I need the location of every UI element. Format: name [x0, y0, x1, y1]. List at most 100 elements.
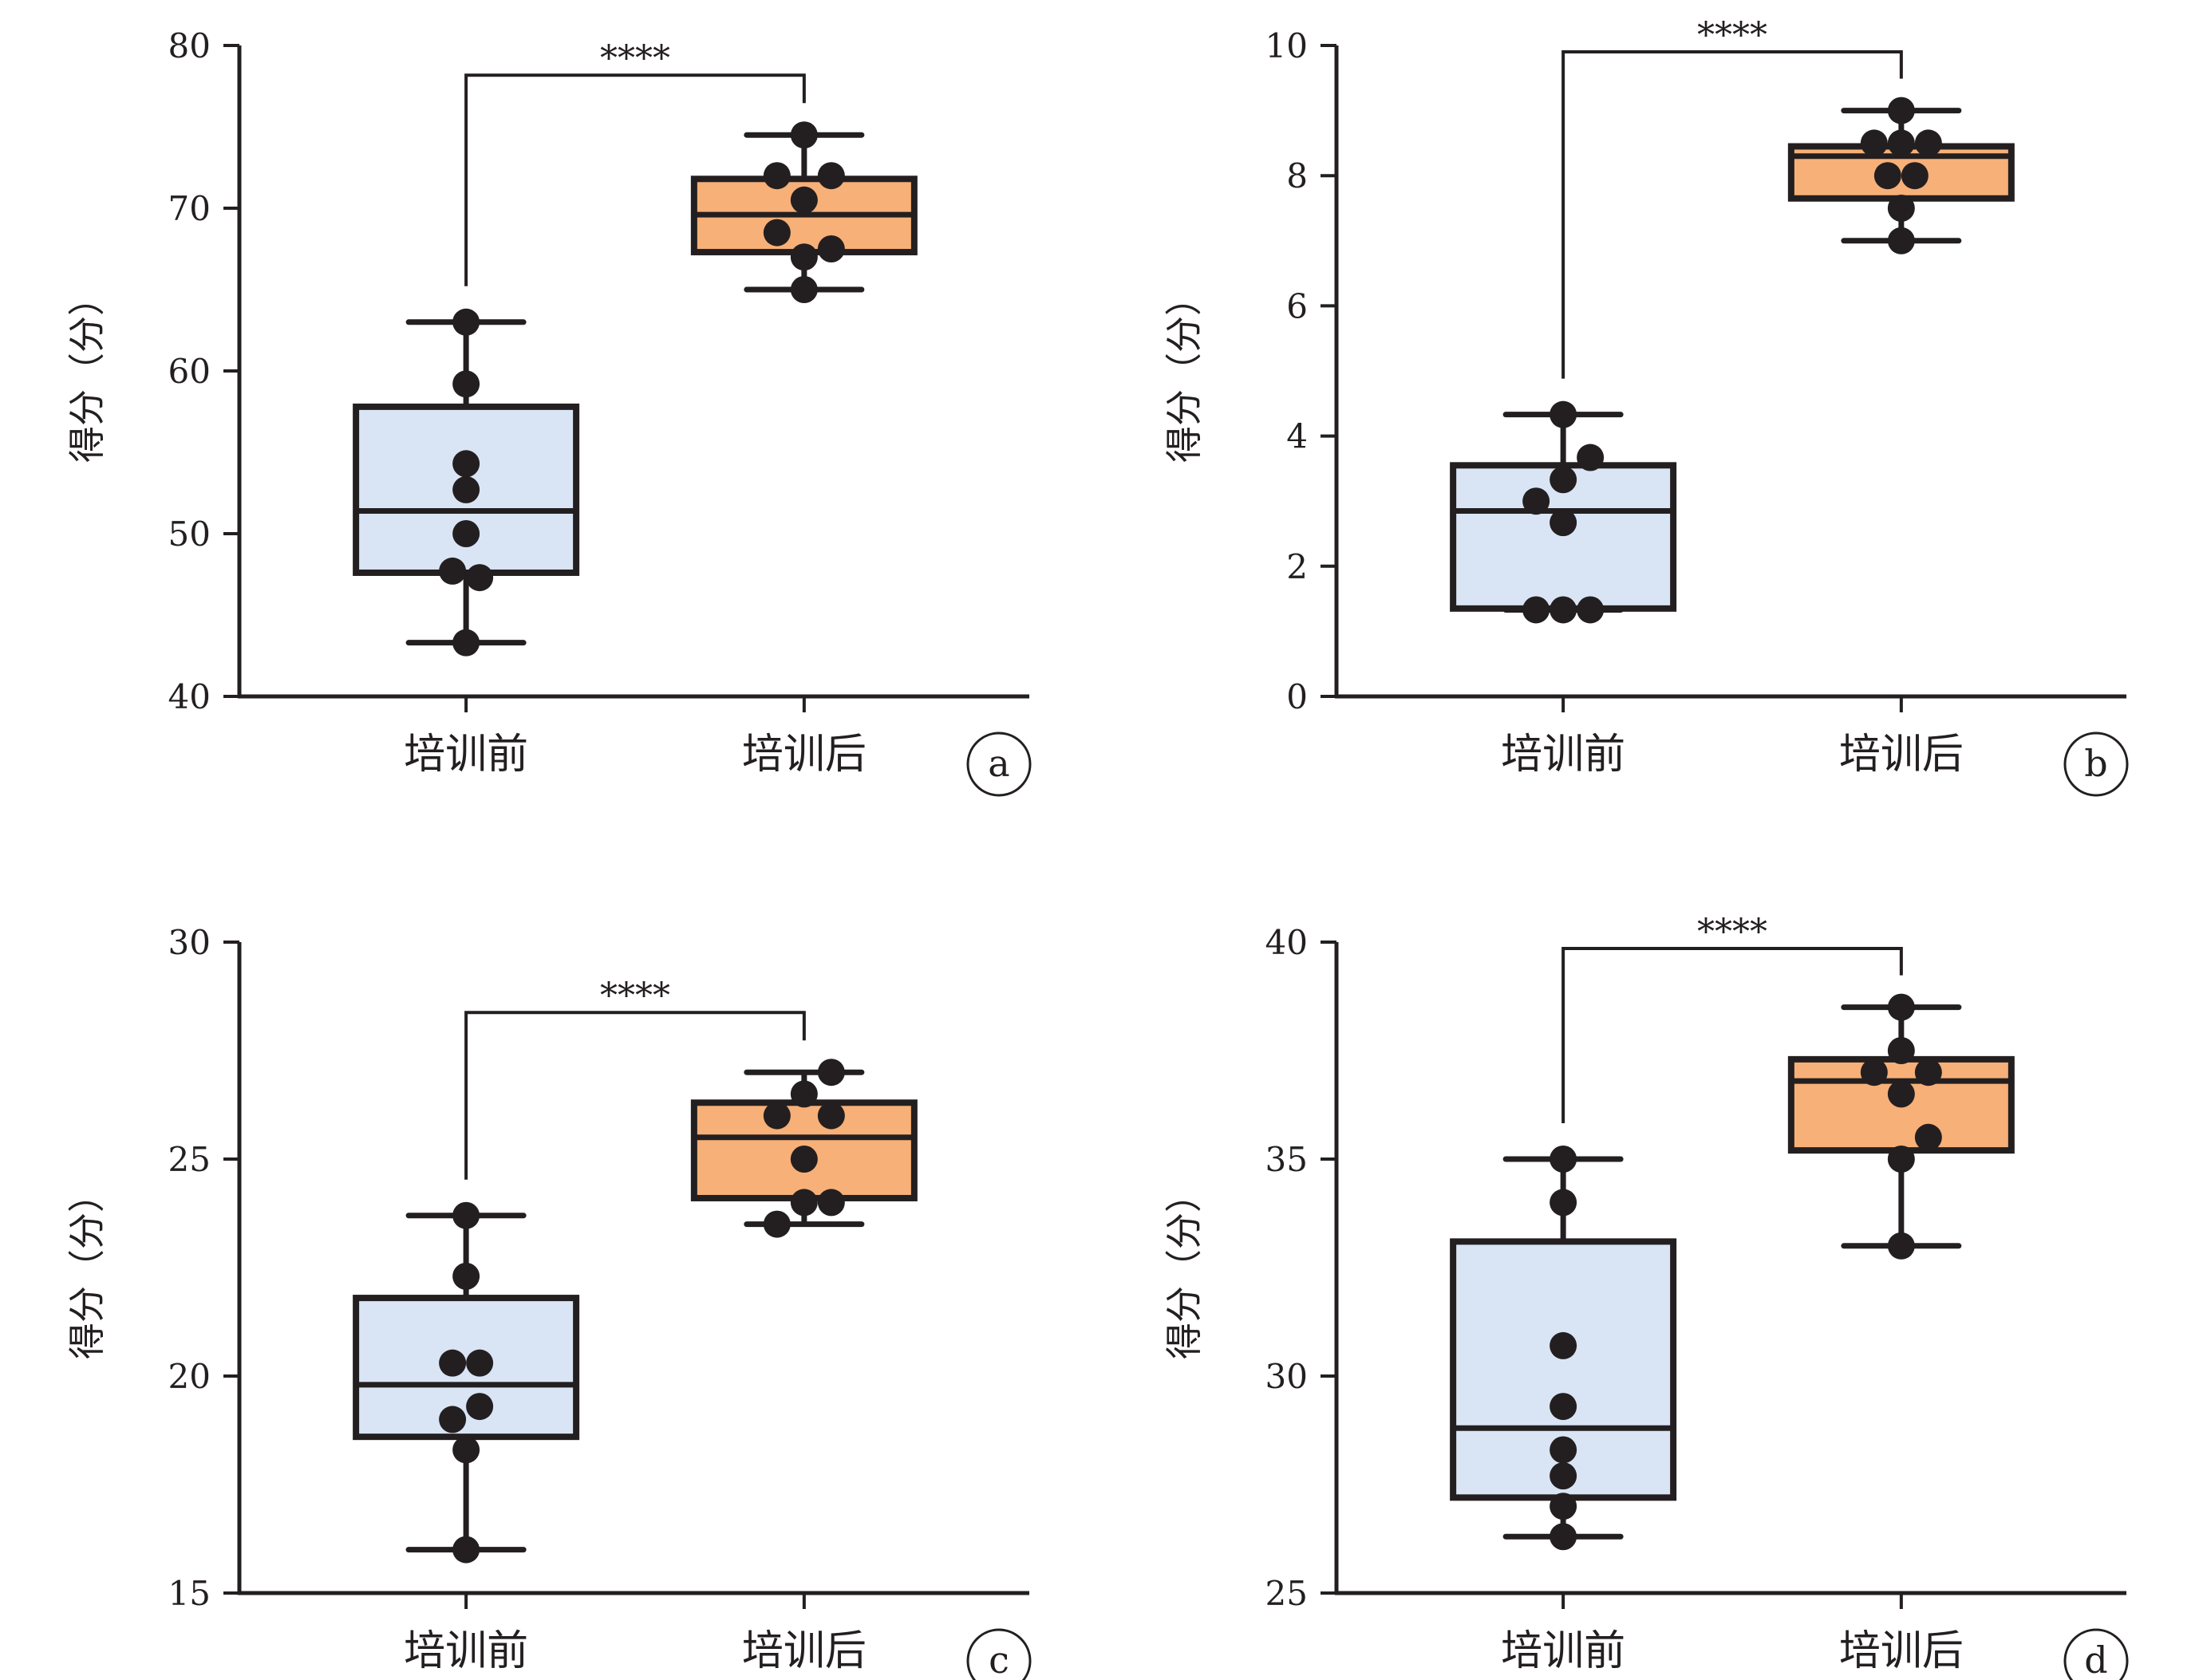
box-group-before — [353, 1201, 580, 1564]
box-group-after — [1787, 97, 2015, 254]
data-point — [817, 1189, 845, 1217]
y-tick-label: 70 — [168, 189, 211, 228]
x-tick-label: 培训前 — [1501, 1627, 1625, 1675]
box-group-before — [353, 308, 580, 657]
y-axis-title: 得分（分） — [65, 1176, 109, 1359]
data-point — [790, 1189, 818, 1217]
data-point — [466, 1393, 494, 1421]
data-point — [439, 1349, 467, 1377]
data-point — [1550, 1436, 1577, 1464]
y-tick-label: 0 — [1286, 677, 1308, 716]
data-point — [1901, 162, 1929, 190]
data-point — [1577, 444, 1605, 471]
y-tick-label: 6 — [1286, 286, 1308, 325]
data-point — [1914, 129, 1942, 157]
box-group-after — [1787, 993, 2015, 1260]
data-point — [452, 1201, 480, 1229]
data-point — [1522, 487, 1550, 515]
data-point — [1522, 596, 1550, 624]
y-tick-label: 25 — [168, 1140, 211, 1179]
data-point — [1550, 466, 1577, 494]
significance-label: **** — [600, 38, 670, 79]
panel-label: a — [988, 742, 1009, 785]
y-axis-title: 得分（分） — [65, 279, 109, 463]
box-group-after — [690, 1059, 918, 1238]
y-tick-label: 8 — [1286, 156, 1308, 195]
x-tick-label: 培训前 — [404, 1627, 528, 1675]
data-point — [790, 276, 818, 303]
x-tick-label: 培训后 — [1839, 1627, 1964, 1675]
y-tick-label: 40 — [1265, 923, 1308, 962]
significance-label: **** — [600, 976, 670, 1016]
x-tick-label: 培训后 — [742, 1627, 867, 1675]
data-point — [452, 308, 480, 336]
data-point — [1887, 1232, 1915, 1260]
significance-bracket — [464, 73, 806, 286]
data-point — [1860, 1059, 1888, 1086]
data-point — [1887, 97, 1915, 124]
data-point — [1914, 1059, 1942, 1086]
data-point — [452, 1436, 480, 1464]
panel-label-circle — [966, 732, 1032, 797]
y-tick-label: 15 — [168, 1574, 211, 1613]
x-tick-label: 培训后 — [742, 731, 867, 779]
data-point — [452, 450, 480, 478]
y-axis-title: 得分（分） — [1163, 1176, 1206, 1359]
data-point — [763, 1210, 791, 1238]
y-tick-label: 4 — [1286, 417, 1308, 456]
y-tick-label: 35 — [1265, 1140, 1308, 1179]
panel-label-circle — [966, 1628, 1032, 1680]
chart-panel-a: 40 50 60 70 80 得分（分） 培训前 培训后 **** a — [65, 26, 1032, 797]
data-point — [1887, 1080, 1915, 1108]
panel-label: b — [2084, 742, 2107, 785]
box-group-before — [1450, 400, 1677, 624]
data-point — [1550, 1331, 1577, 1359]
box — [353, 1295, 580, 1441]
y-axis-title: 得分（分） — [1163, 279, 1206, 463]
y-tick-label: 10 — [1265, 26, 1308, 65]
data-point — [1887, 1037, 1915, 1064]
data-point — [1550, 596, 1577, 624]
y-tick-label: 30 — [168, 923, 211, 962]
data-point — [763, 219, 791, 246]
data-point — [466, 1349, 494, 1377]
significance-bracket — [464, 1011, 806, 1180]
y-tick-label: 50 — [168, 515, 211, 554]
panel-label-circle — [2063, 732, 2129, 797]
y-tick-label: 80 — [168, 26, 211, 65]
data-point — [1873, 162, 1901, 190]
box-group-after — [690, 121, 918, 303]
data-point — [1550, 509, 1577, 537]
x-tick-label: 培训前 — [1501, 731, 1625, 779]
data-point — [817, 162, 845, 190]
data-point — [1550, 1462, 1577, 1490]
data-point — [790, 243, 818, 271]
significance-bracket — [1561, 50, 1903, 379]
data-point — [763, 1102, 791, 1130]
chart-panel-c: 15 20 25 30 得分（分） 培训前 培训后 **** c — [65, 923, 1032, 1680]
data-point — [1914, 1123, 1942, 1151]
data-point — [452, 520, 480, 547]
data-point — [466, 564, 494, 592]
data-point — [790, 1146, 818, 1173]
data-point — [1550, 1189, 1577, 1217]
data-point — [439, 1406, 467, 1434]
data-point — [452, 370, 480, 398]
data-point — [790, 186, 818, 214]
data-point — [790, 1080, 818, 1108]
data-point — [1550, 1493, 1577, 1520]
data-point — [1550, 1146, 1577, 1173]
data-point — [1887, 129, 1915, 157]
box-group-before — [1450, 1146, 1677, 1551]
x-tick-label: 培训前 — [404, 731, 528, 779]
panel-label: d — [2084, 1639, 2107, 1680]
chart-panel-b: 0 2 4 6 8 10 得分（分） 培训前 培训后 **** b — [1163, 15, 2129, 797]
data-point — [1577, 596, 1605, 624]
data-point — [1887, 993, 1915, 1021]
data-point — [817, 1102, 845, 1130]
y-tick-label: 60 — [168, 352, 211, 391]
data-point — [1887, 195, 1915, 222]
data-point — [452, 1262, 480, 1290]
y-tick-label: 40 — [168, 677, 211, 716]
